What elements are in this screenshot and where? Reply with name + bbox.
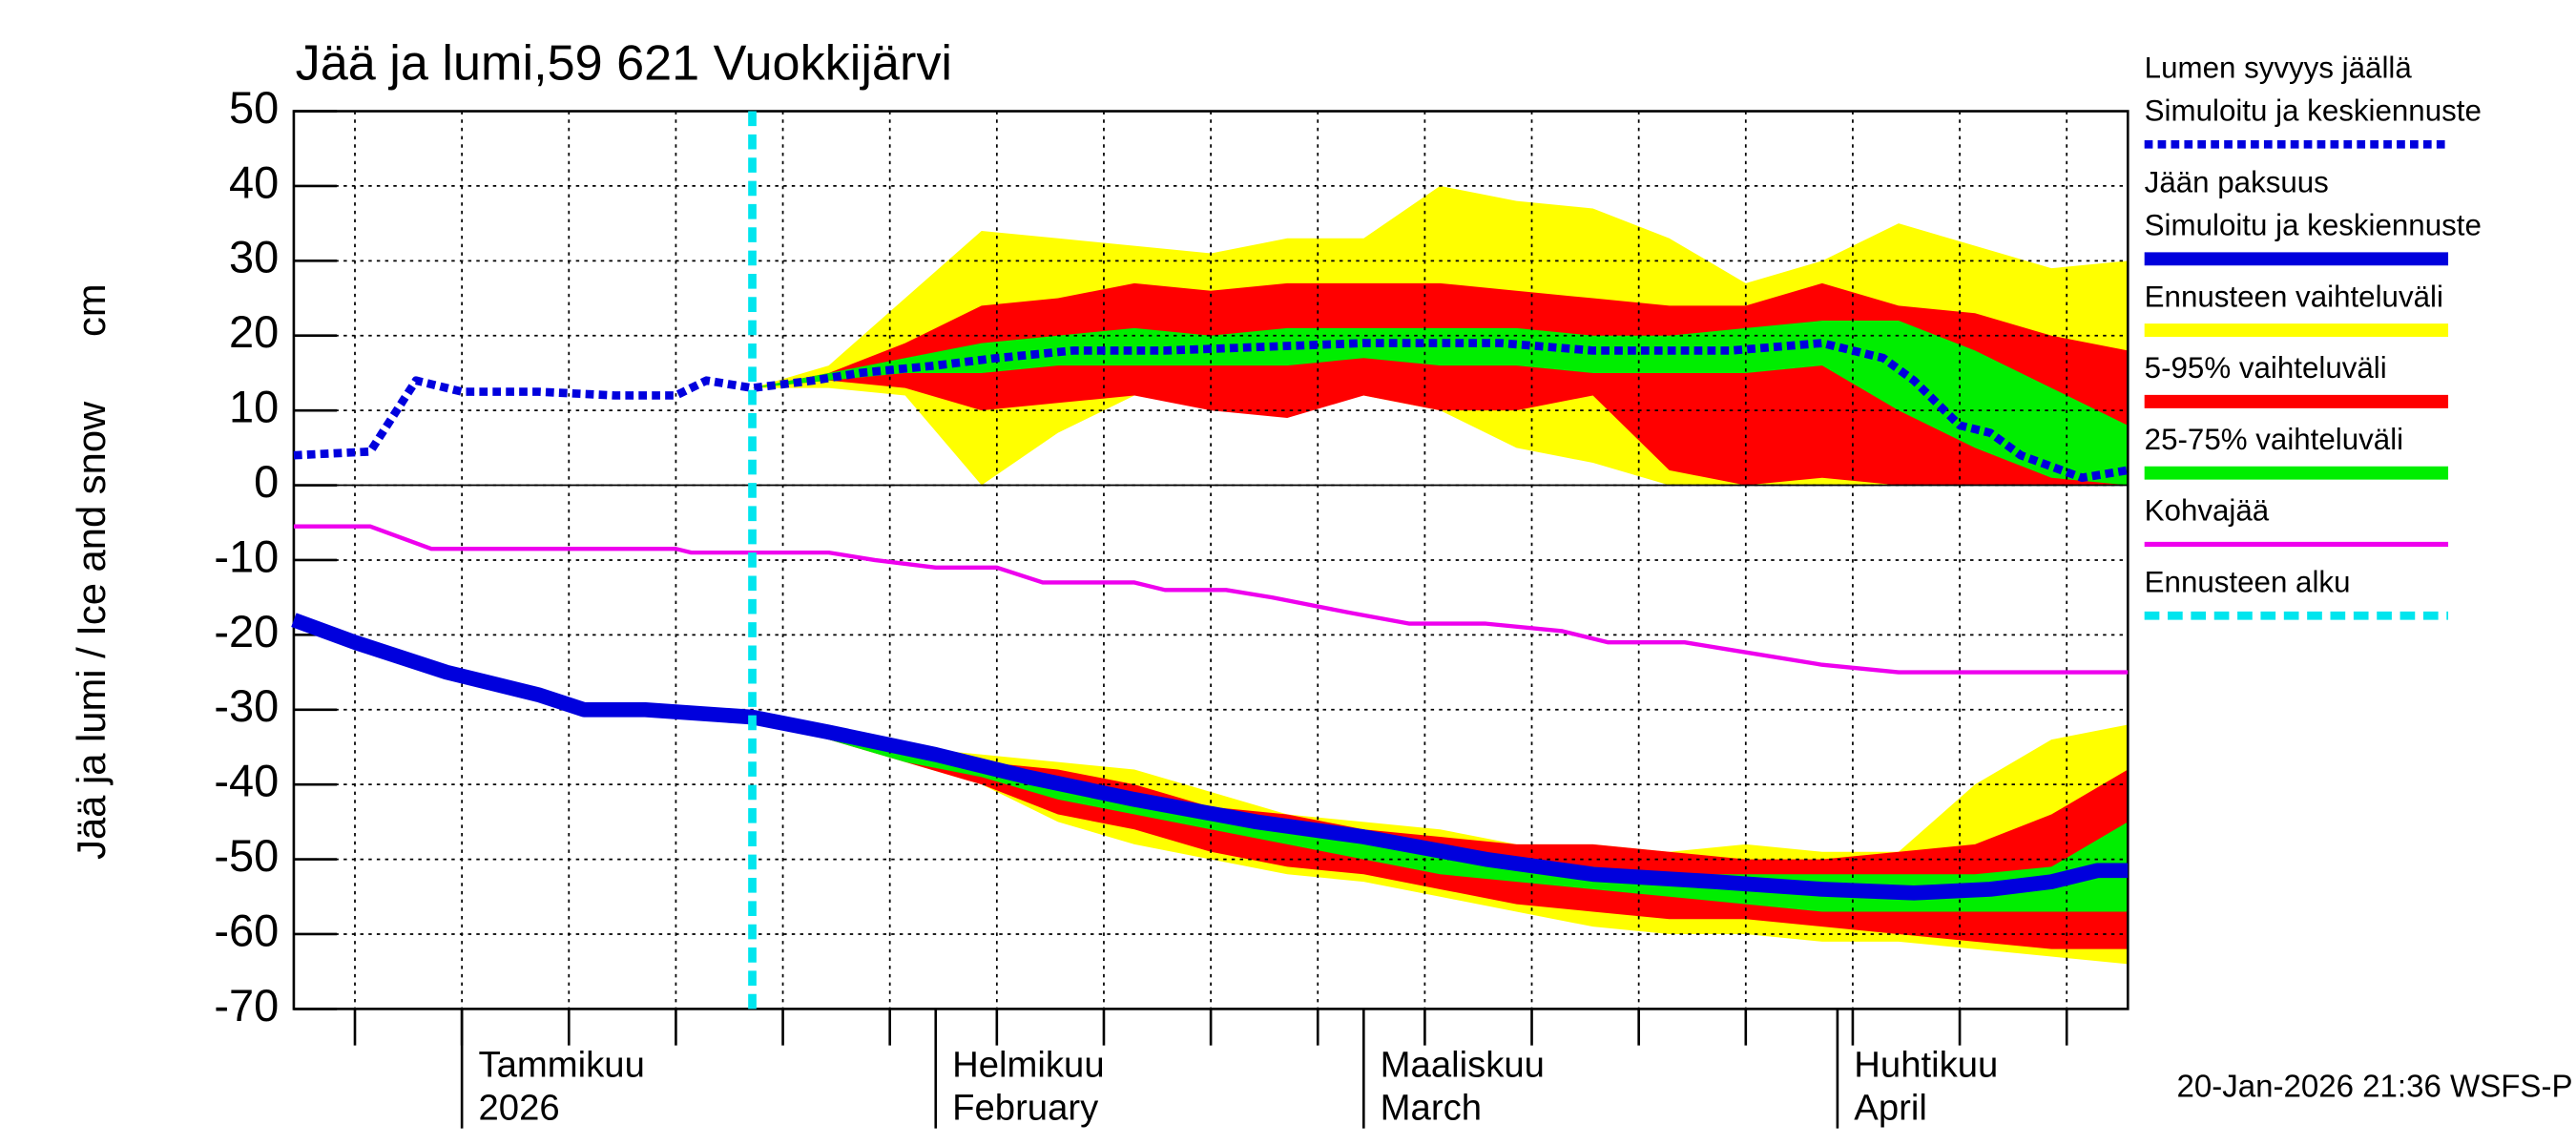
y-tick-label: -40: [214, 756, 279, 806]
series-line: [291, 613, 2129, 901]
y-tick-label: -50: [214, 830, 279, 881]
x-tick-sublabel: April: [1854, 1088, 1927, 1129]
y-tick-label: -70: [214, 980, 279, 1030]
y-tick-label: 10: [229, 382, 279, 432]
y-tick-label: 40: [229, 156, 279, 207]
legend-label: Simuloitu ja keskiennuste: [2145, 209, 2482, 242]
x-tick-sublabel: 2026: [479, 1088, 560, 1129]
y-tick-label: 20: [229, 306, 279, 357]
x-tick-label: Tammikuu: [479, 1044, 645, 1085]
y-tick-label: -20: [214, 606, 279, 656]
legend-label: Kohvajää: [2145, 494, 2270, 528]
legend-label: Simuloitu ja keskiennuste: [2145, 94, 2482, 128]
x-tick-label: Huhtikuu: [1854, 1044, 1998, 1085]
chart-title: Jää ja lumi,59 621 Vuokkijärvi: [296, 35, 952, 91]
y-axis-label: Jää ja lumi / Ice and snow: [69, 401, 114, 860]
y-tick-label: -10: [214, 531, 279, 581]
y-axis-unit: cm: [69, 283, 114, 337]
series-line: [293, 524, 2129, 675]
y-tick-label: -30: [214, 680, 279, 731]
y-tick-label: 50: [229, 82, 279, 133]
footer: 20-Jan-2026 21:36 WSFS-P: [2177, 1070, 2573, 1105]
x-tick-sublabel: March: [1381, 1088, 1482, 1129]
y-tick-label: 30: [229, 232, 279, 282]
x-tick-label: Maaliskuu: [1381, 1044, 1545, 1085]
legend-label: Lumen syvyys jäällä: [2145, 51, 2413, 84]
legend-label: Ennusteen alku: [2145, 565, 2351, 598]
legend-label: 25-75% vaihteluväli: [2145, 423, 2403, 456]
series-line: [293, 339, 2129, 483]
legend-label: Ennusteen vaihteluväli: [2145, 280, 2443, 313]
y-tick-label: -60: [214, 905, 279, 955]
snow-band: [752, 321, 2129, 486]
legend-label: 5-95% vaihteluväli: [2145, 351, 2387, 385]
x-tick-label: Helmikuu: [952, 1044, 1104, 1085]
legend-label: Jään paksuus: [2145, 165, 2329, 198]
x-tick-sublabel: February: [952, 1088, 1099, 1129]
y-tick-label: 0: [254, 456, 279, 507]
